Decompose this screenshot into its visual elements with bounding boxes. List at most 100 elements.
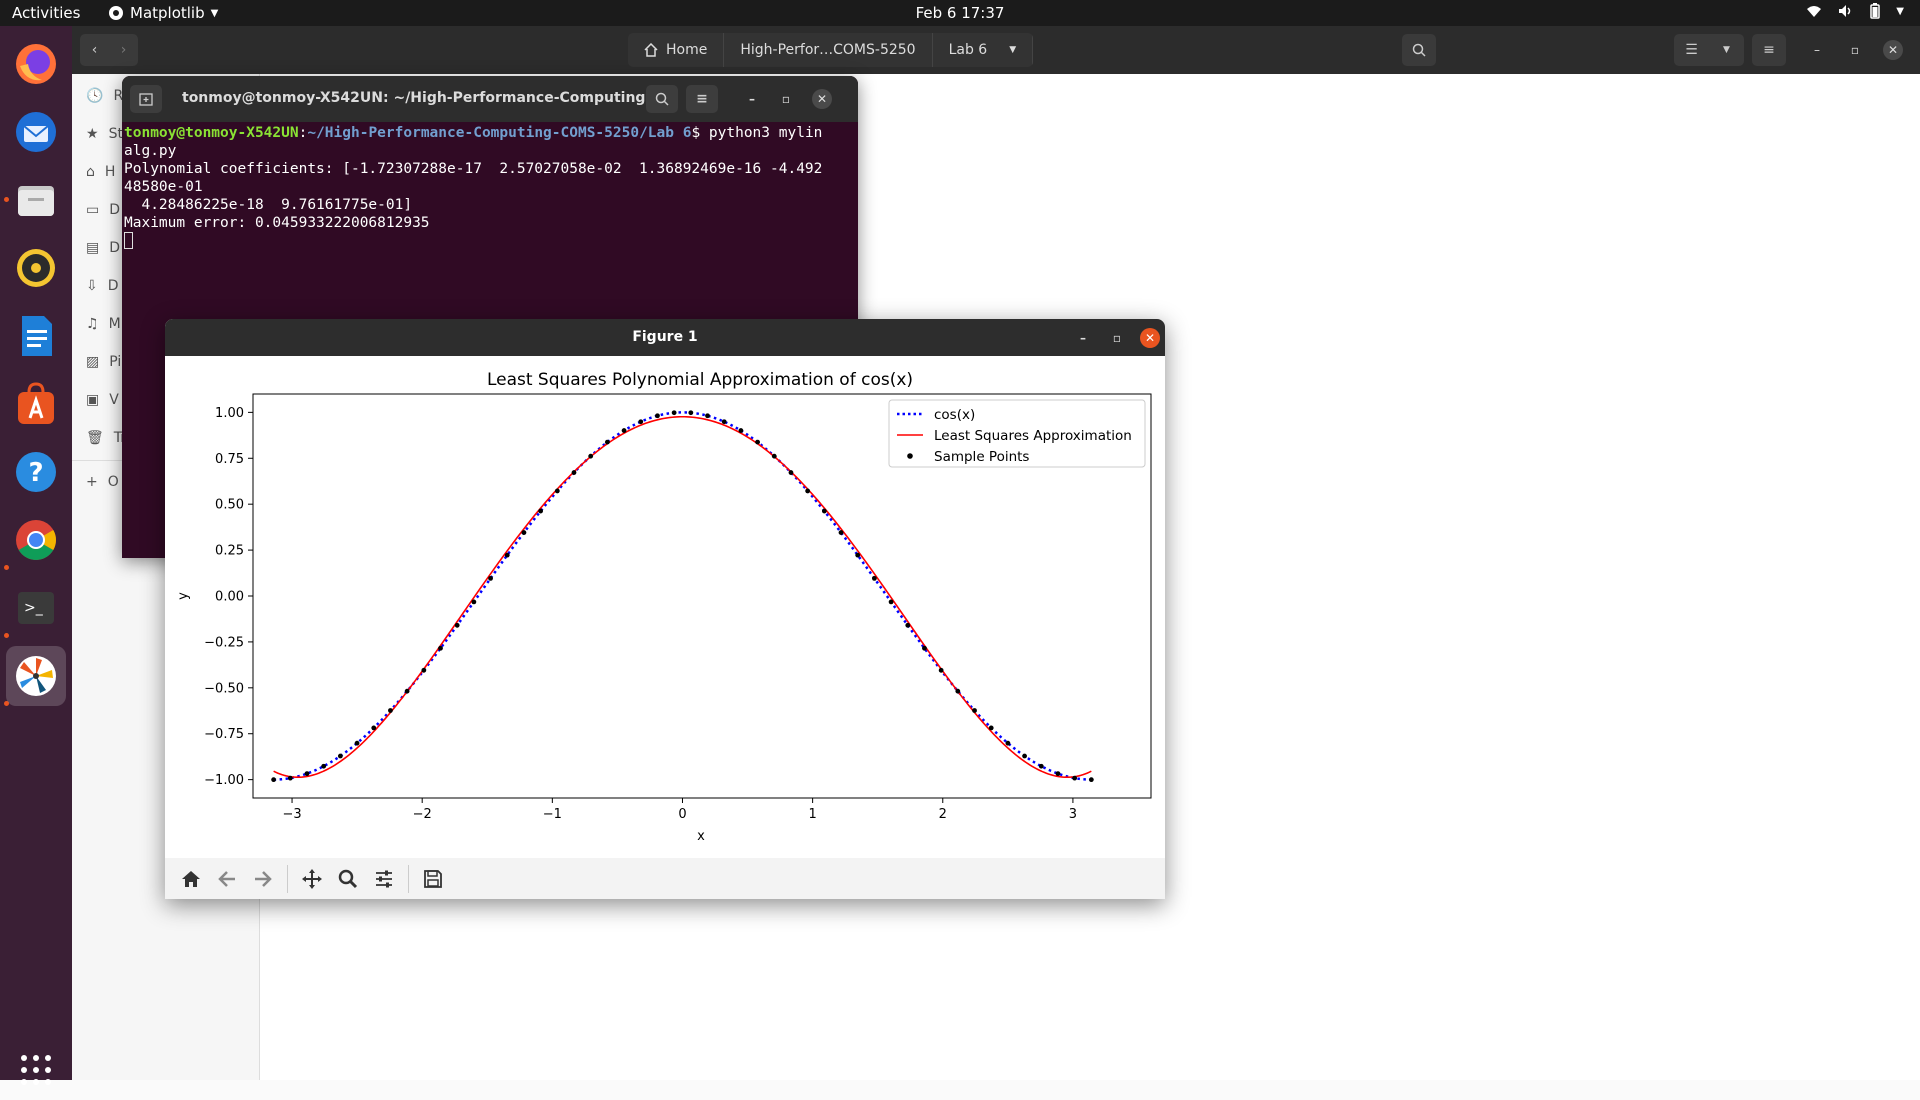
arrow-right-icon <box>255 870 272 887</box>
sidebar-item-starred[interactable]: ★ St <box>86 126 123 142</box>
matplotlib-icon <box>109 6 123 20</box>
back-tool[interactable] <box>209 861 245 897</box>
new-tab-button[interactable] <box>130 85 162 113</box>
sample-point <box>538 508 544 514</box>
dock-rhythmbox[interactable] <box>6 238 66 298</box>
dock: ? >_ <box>0 26 72 1085</box>
sidebar-item-recent[interactable]: 🕓 R <box>86 88 124 104</box>
configure-subplots-tool[interactable] <box>366 861 402 897</box>
sidebar-item-documents[interactable]: ▤ D <box>86 240 121 256</box>
terminal-menu-button[interactable]: ≡ <box>686 85 718 113</box>
maximize-button[interactable]: ▫ <box>781 92 791 106</box>
home-tool[interactable] <box>173 861 209 897</box>
dock-chrome[interactable] <box>6 510 66 570</box>
menu-button[interactable]: ≡ <box>1752 34 1786 66</box>
back-icon[interactable]: ‹ <box>91 42 98 58</box>
close-button[interactable]: ✕ <box>1140 328 1160 348</box>
nav-buttons[interactable]: ‹ › <box>80 34 138 66</box>
app-menu[interactable]: Matplotlib ▼ <box>108 4 218 22</box>
x-tick-label: −1 <box>543 807 562 822</box>
dock-files[interactable] <box>6 170 66 230</box>
dock-matplotlib[interactable] <box>6 646 66 706</box>
sample-point <box>287 775 293 781</box>
sample-point <box>788 470 794 475</box>
forward-icon[interactable]: › <box>120 42 127 58</box>
running-indicator <box>4 701 9 706</box>
minimize-button[interactable]: – <box>749 92 755 106</box>
activities-button[interactable]: Activities <box>12 4 81 22</box>
writer-icon <box>22 316 52 356</box>
figure-toolbar <box>165 858 1165 899</box>
sidebar-item-other-locations[interactable]: + O <box>86 474 119 490</box>
sample-point <box>388 708 393 713</box>
plus-icon: + <box>86 474 98 490</box>
view-options-button[interactable]: ☰ ▼ <box>1674 34 1744 66</box>
maximize-button[interactable]: ▫ <box>1112 330 1122 345</box>
path-course[interactable]: High-Perfor…COMS-5250 <box>724 33 933 67</box>
sidebar-item-music[interactable]: ♫ M <box>86 316 121 332</box>
maximize-button[interactable]: ▫ <box>1850 43 1860 57</box>
sidebar-item-trash[interactable]: 🗑 Tr <box>86 430 127 446</box>
grid-icon <box>21 1055 51 1085</box>
path-home[interactable]: Home <box>628 33 725 67</box>
sample-point <box>1022 753 1027 759</box>
sample-point <box>922 645 927 651</box>
list-view-icon: ☰ <box>1685 42 1698 58</box>
plot-canvas[interactable]: Least Squares Polynomial Approximation o… <box>165 356 1165 858</box>
dock-terminal[interactable]: >_ <box>6 578 66 638</box>
dock-thunderbird[interactable] <box>6 102 66 162</box>
dock-firefox[interactable] <box>6 34 66 94</box>
sidebar-item-home[interactable]: ⌂ H <box>86 164 116 180</box>
chevron-down-icon: ▼ <box>210 7 219 19</box>
close-button[interactable]: ✕ <box>1883 40 1903 60</box>
sample-point <box>955 688 961 694</box>
sample-point <box>421 667 427 673</box>
path-lab[interactable]: Lab 6 ▼ <box>933 33 1034 67</box>
y-tick-label: −0.50 <box>204 681 244 696</box>
sidebar-item-videos[interactable]: ▣ V <box>86 392 119 408</box>
toolbar-separator <box>287 864 288 893</box>
sample-point <box>821 508 827 514</box>
volume-icon <box>1839 5 1851 17</box>
pan-tool[interactable] <box>294 861 330 897</box>
dock-help[interactable]: ? <box>6 442 66 502</box>
sample-point <box>721 419 727 425</box>
battery-icon <box>1870 3 1881 19</box>
terminal-search-button[interactable] <box>646 85 678 113</box>
close-button[interactable]: ✕ <box>812 89 832 109</box>
save-tool[interactable] <box>415 861 451 897</box>
home-icon <box>182 870 200 887</box>
y-tick-label: −0.25 <box>204 635 244 650</box>
matplotlib-icon <box>16 656 56 696</box>
dock-show-apps[interactable] <box>6 1040 66 1100</box>
dock-writer[interactable] <box>6 306 66 366</box>
path-bar[interactable]: Home High-Perfor…COMS-5250 Lab 6 ▼ <box>628 33 1034 67</box>
terminal-titlebar[interactable]: tonmoy@tonmoy-X542UN: ~/High-Performance… <box>122 76 858 122</box>
x-axis-label: x <box>697 829 705 844</box>
x-tick-label: 0 <box>678 807 686 822</box>
terminal-output[interactable]: tonmoy@tonmoy-X542UN:~/High-Performance-… <box>122 122 858 253</box>
sidebar-item-pictures[interactable]: ▨ Pi <box>86 354 122 370</box>
sample-point <box>471 599 477 605</box>
sample-point <box>871 575 877 581</box>
minimize-button[interactable]: – <box>1814 43 1820 57</box>
minimize-button[interactable]: – <box>1080 330 1086 345</box>
sample-point <box>855 552 861 558</box>
forward-tool[interactable] <box>245 861 281 897</box>
sidebar-item-desktop[interactable]: ▭ D <box>86 202 121 218</box>
firefox-icon <box>16 44 56 84</box>
system-tray[interactable]: ▼ <box>1806 3 1904 19</box>
figure-titlebar[interactable]: Figure 1 – ▫ ✕ <box>165 319 1165 356</box>
save-icon <box>424 869 442 888</box>
zoom-tool[interactable] <box>330 861 366 897</box>
dock-software[interactable] <box>6 374 66 434</box>
sample-point <box>972 708 977 713</box>
sidebar-item-downloads[interactable]: ⇩ D <box>86 278 119 294</box>
clock[interactable]: Feb 6 17:37 <box>915 4 1005 22</box>
legend-swatch-samples <box>907 453 913 459</box>
sliders-icon <box>376 870 392 887</box>
hamburger-icon: ≡ <box>1763 42 1775 58</box>
search-button[interactable] <box>1402 34 1436 66</box>
terminal-icon: >_ <box>18 592 54 624</box>
figure-window[interactable]: Figure 1 – ▫ ✕ Least Squares Polynomial … <box>165 319 1165 899</box>
